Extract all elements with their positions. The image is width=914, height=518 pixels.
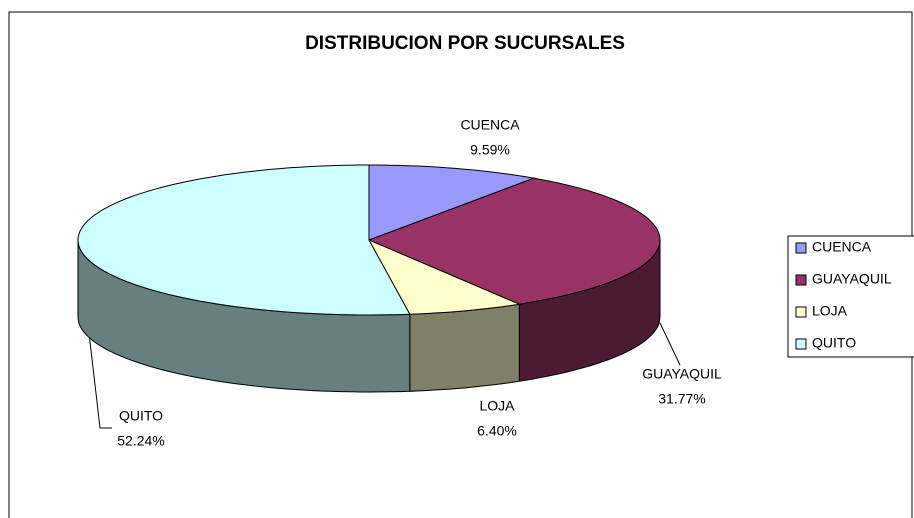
data-label-value: 52.24% [117, 433, 164, 449]
data-label-name: CUENCA [460, 117, 520, 133]
data-label-name: GUAYAQUIL [642, 366, 722, 382]
slice-side [409, 303, 520, 392]
legend-swatch [795, 306, 807, 318]
slice [77, 164, 411, 316]
leader-line [659, 322, 681, 366]
slice [367, 238, 522, 315]
chart-title: DISTRIBUCION POR SUCURSALES [305, 33, 625, 54]
legend-swatch [795, 338, 807, 350]
data-label-name: LOJA [479, 398, 515, 414]
data-label-name: QUITO [119, 408, 163, 424]
legend-box [787, 235, 914, 358]
data-label-value: 6.40% [477, 423, 517, 439]
legend-label: LOJA [812, 303, 848, 319]
slice [367, 177, 661, 305]
legend-swatch [795, 274, 807, 286]
slice [368, 164, 536, 241]
legend-swatch [795, 242, 807, 254]
legend-label: CUENCA [812, 239, 872, 255]
data-label-value: 31.77% [658, 391, 705, 407]
legend-label: GUAYAQUIL [812, 271, 892, 287]
data-label-value: 9.59% [470, 142, 510, 158]
legend-label: QUITO [812, 335, 856, 351]
